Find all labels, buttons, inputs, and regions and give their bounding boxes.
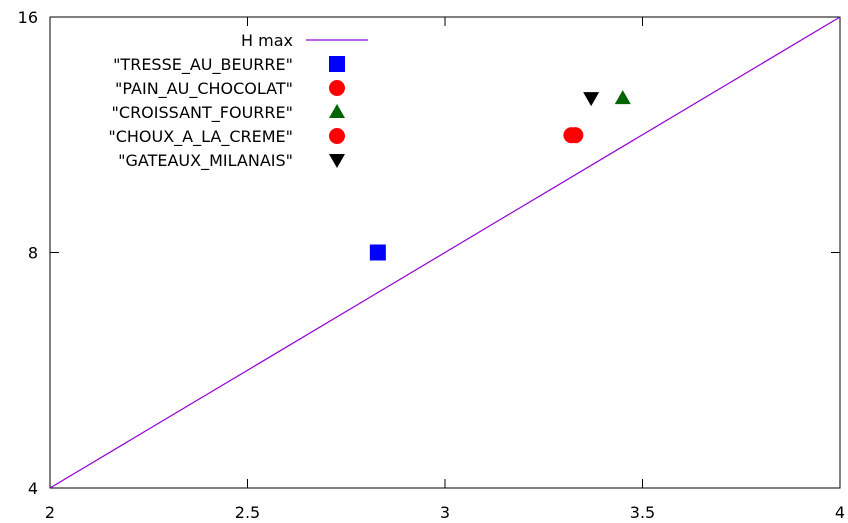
x-axis-ticks: 2 2.5 3 3.5 4 [45,17,845,522]
legend-marker [329,154,345,168]
x-tick-label: 4 [835,503,845,522]
y-tick-label: 16 [18,8,38,27]
x-tick-label: 3 [440,503,450,522]
h-max-line [49,16,841,489]
x-tick-label: 2.5 [235,503,260,522]
legend-label: "CROISSANT_FOURRE" [112,103,293,123]
data-point [583,92,600,107]
y-tick-label: 4 [28,479,38,498]
legend-marker [329,104,345,118]
legend-marker [329,56,345,72]
data-point [614,90,631,105]
legend-marker [329,128,345,144]
data-point [369,244,386,261]
legend: H max "TRESSE_AU_BEURRE" "PAIN_AU_CHOCOLAT… [108,31,368,171]
legend-label: "CHOUX_A_LA_CREME" [108,127,293,147]
legend-label: "TRESSE_AU_BEURRE" [113,55,293,75]
legend-label: H max [241,31,293,50]
legend-marker [329,80,345,96]
legend-label: "GATEAUX_MILANAIS" [118,151,293,171]
x-tick-label: 3.5 [630,503,655,522]
legend-label: "PAIN_AU_CHOCOLAT" [115,79,293,99]
y-axis-ticks: 4 8 16 [18,8,840,498]
plot-area [49,16,841,489]
data-point [563,127,580,144]
x-tick-label: 2 [45,503,55,522]
y-tick-label: 8 [28,244,38,263]
